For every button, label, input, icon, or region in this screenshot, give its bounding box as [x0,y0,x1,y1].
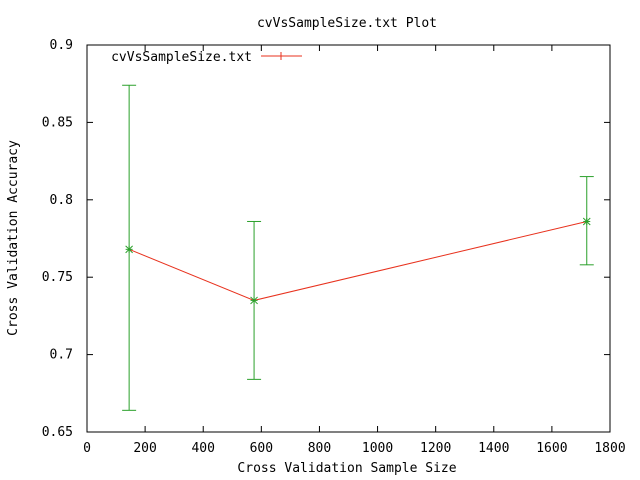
x-tick-label: 1000 [362,441,393,456]
y-tick-label: 0.7 [50,348,73,363]
y-tick-label: 0.75 [42,270,73,285]
x-tick-label: 1600 [536,441,567,456]
x-tick-label: 1400 [478,441,509,456]
legend-label: cvVsSampleSize.txt [111,50,252,65]
data-point [582,217,591,226]
plot-frame [86,44,611,433]
data-point-marker-d2 [125,245,133,254]
y-tick-label: 0.8 [50,193,73,208]
x-axis-label: Cross Validation Sample Size [237,461,456,476]
data-point-marker-d2 [582,217,591,226]
x-tick-label: 0 [83,441,91,456]
x-tick-label: 1200 [420,441,451,456]
x-tick-label: 800 [308,441,331,456]
data-point [125,245,133,254]
series-line [128,220,587,301]
x-tick-label: 400 [191,441,214,456]
y-tick-label: 0.65 [42,425,73,440]
data-point-marker-d2 [250,296,258,305]
chart-title: cvVsSampleSize.txt Plot [257,16,437,31]
y-tick-label: 0.85 [42,115,73,130]
y-axis-label: Cross Validation Accuracy [6,140,21,336]
x-tick-label: 600 [250,441,273,456]
legend: cvVsSampleSize.txt [111,50,302,65]
x-tick-label: 200 [133,441,156,456]
x-tick-label: 1800 [594,441,625,456]
data-point [250,296,258,305]
y-tick-label: 0.9 [50,38,73,53]
